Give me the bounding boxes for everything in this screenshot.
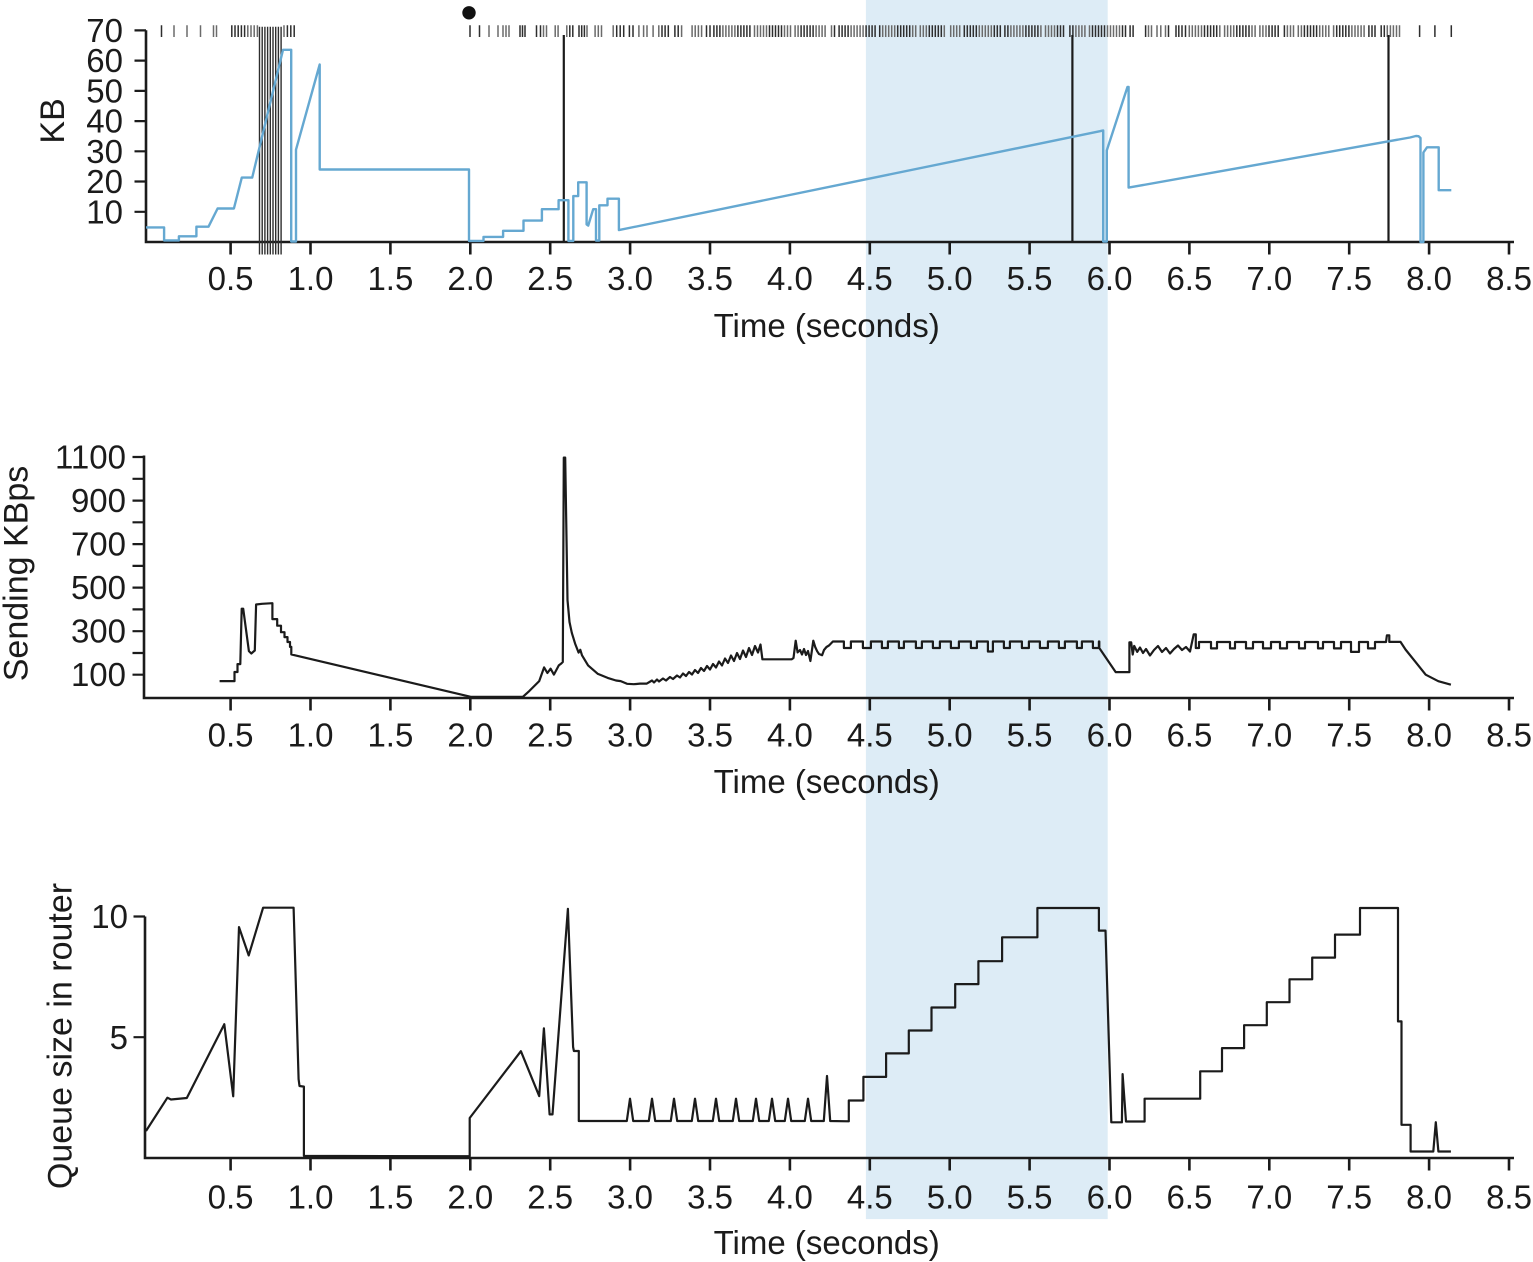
svg-text:7.5: 7.5 [1326, 1179, 1372, 1216]
svg-text:Queue size in router: Queue size in router [42, 883, 80, 1189]
svg-text:6.0: 6.0 [1087, 1179, 1133, 1216]
svg-text:1.5: 1.5 [367, 260, 413, 297]
svg-text:900: 900 [71, 482, 126, 519]
svg-text:6.0: 6.0 [1087, 717, 1133, 754]
svg-text:1.0: 1.0 [288, 260, 334, 297]
svg-text:Sending KBps: Sending KBps [0, 466, 36, 682]
svg-text:7.0: 7.0 [1246, 260, 1292, 297]
svg-text:10: 10 [86, 193, 123, 230]
svg-text:Time (seconds): Time (seconds) [714, 1224, 940, 1261]
svg-text:Time (seconds): Time (seconds) [714, 763, 940, 800]
svg-text:1100: 1100 [55, 439, 126, 476]
svg-text:5.0: 5.0 [927, 260, 973, 297]
svg-text:60: 60 [86, 42, 123, 79]
svg-text:6.5: 6.5 [1166, 717, 1212, 754]
svg-text:5: 5 [110, 1019, 128, 1056]
svg-text:8.5: 8.5 [1486, 260, 1532, 297]
svg-text:8.5: 8.5 [1486, 1179, 1532, 1216]
svg-text:2.0: 2.0 [447, 260, 493, 297]
svg-text:8.0: 8.0 [1406, 717, 1452, 754]
svg-text:500: 500 [71, 569, 126, 606]
svg-text:20: 20 [86, 163, 123, 200]
svg-text:700: 700 [71, 526, 126, 563]
svg-text:2.0: 2.0 [447, 1179, 493, 1216]
svg-text:4.0: 4.0 [767, 717, 813, 754]
svg-text:100: 100 [71, 656, 126, 693]
svg-text:6.0: 6.0 [1087, 260, 1133, 297]
svg-text:2.5: 2.5 [527, 717, 573, 754]
svg-text:4.5: 4.5 [847, 717, 893, 754]
svg-text:2.5: 2.5 [527, 1179, 573, 1216]
svg-text:3.0: 3.0 [607, 1179, 653, 1216]
svg-text:4.5: 4.5 [847, 260, 893, 297]
svg-text:4.5: 4.5 [847, 1179, 893, 1216]
svg-text:Time (seconds): Time (seconds) [714, 307, 940, 344]
svg-text:3.5: 3.5 [687, 260, 733, 297]
svg-text:7.5: 7.5 [1326, 260, 1372, 297]
svg-text:5.5: 5.5 [1007, 260, 1053, 297]
svg-text:3.5: 3.5 [687, 1179, 733, 1216]
svg-text:3.5: 3.5 [687, 717, 733, 754]
svg-text:4.0: 4.0 [767, 1179, 813, 1216]
svg-text:8.5: 8.5 [1486, 717, 1532, 754]
svg-text:7.0: 7.0 [1246, 1179, 1292, 1216]
svg-text:6.5: 6.5 [1166, 260, 1212, 297]
svg-text:8.0: 8.0 [1406, 260, 1452, 297]
svg-text:7.5: 7.5 [1326, 717, 1372, 754]
svg-text:4.0: 4.0 [767, 260, 813, 297]
svg-text:5.5: 5.5 [1007, 717, 1053, 754]
svg-text:5.0: 5.0 [927, 717, 973, 754]
svg-text:300: 300 [71, 613, 126, 650]
svg-text:1.5: 1.5 [367, 1179, 413, 1216]
svg-text:6.5: 6.5 [1166, 1179, 1212, 1216]
svg-text:3.0: 3.0 [607, 260, 653, 297]
svg-text:50: 50 [86, 72, 123, 109]
svg-text:5.0: 5.0 [927, 1179, 973, 1216]
svg-text:10: 10 [91, 898, 128, 935]
svg-text:2.0: 2.0 [447, 717, 493, 754]
svg-text:30: 30 [86, 133, 123, 170]
svg-text:5.5: 5.5 [1007, 1179, 1053, 1216]
svg-text:0.5: 0.5 [208, 260, 254, 297]
svg-text:7.0: 7.0 [1246, 717, 1292, 754]
svg-text:1.0: 1.0 [288, 717, 334, 754]
svg-text:KB: KB [34, 98, 72, 143]
svg-text:0.5: 0.5 [208, 717, 254, 754]
svg-text:8.0: 8.0 [1406, 1179, 1452, 1216]
svg-text:1.0: 1.0 [288, 1179, 334, 1216]
svg-text:0.5: 0.5 [208, 1179, 254, 1216]
svg-text:1.5: 1.5 [367, 717, 413, 754]
svg-text:2.5: 2.5 [527, 260, 573, 297]
svg-text:70: 70 [86, 12, 123, 49]
svg-text:3.0: 3.0 [607, 717, 653, 754]
svg-text:40: 40 [86, 103, 123, 140]
